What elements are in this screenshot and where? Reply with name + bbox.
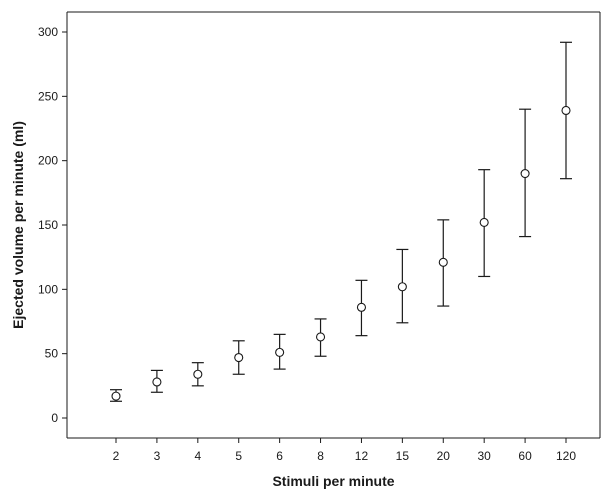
data-point: [438, 257, 448, 267]
data-series: [110, 41, 572, 402]
plot-area: [66, 11, 601, 439]
data-point-group: [191, 362, 204, 387]
x-tick-label: 20: [437, 449, 451, 463]
x-tick-label: 30: [478, 449, 492, 463]
data-point-group: [150, 369, 163, 393]
data-point-group: [273, 333, 286, 370]
data-point: [479, 217, 489, 227]
data-point-group: [437, 219, 450, 307]
y-tick-label: 0: [51, 411, 58, 425]
x-tick-label: 2: [113, 449, 120, 463]
data-point-group: [314, 318, 327, 357]
x-tick-label: 4: [194, 449, 201, 463]
data-point: [152, 377, 162, 387]
x-axis-ticks: 2 3 4 5 6 8 12 15 20 30 60 120: [113, 438, 576, 463]
data-point: [561, 105, 571, 116]
data-point: [520, 168, 530, 179]
data-point-group: [560, 41, 572, 180]
data-point: [315, 332, 326, 342]
y-tick-label: 150: [38, 218, 58, 232]
data-point-group: [478, 169, 491, 278]
x-tick-label: 15: [396, 449, 410, 463]
y-axis-title: Ejected volume per minute (ml): [10, 121, 26, 329]
x-axis-title: Stimuli per minute: [272, 473, 394, 489]
data-point: [111, 391, 121, 401]
data-point: [356, 302, 367, 312]
x-tick-label: 60: [518, 449, 532, 463]
y-axis-ticks: 0 50 100 150 200 250 300: [38, 25, 67, 425]
y-tick-label: 100: [38, 282, 58, 296]
data-point: [275, 347, 285, 357]
x-tick-label: 5: [235, 449, 242, 463]
data-point-group: [355, 279, 368, 337]
y-tick-label: 250: [38, 89, 58, 103]
data-point: [234, 352, 244, 363]
x-tick-label: 120: [556, 449, 576, 463]
y-tick-label: 200: [38, 154, 58, 168]
data-point-group: [232, 340, 245, 375]
data-point-group: [396, 248, 409, 324]
data-point: [397, 282, 407, 292]
data-point: [193, 369, 203, 379]
data-point-group: [110, 389, 122, 402]
y-tick-label: 50: [45, 347, 59, 361]
x-tick-label: 6: [276, 449, 283, 463]
x-tick-label: 12: [355, 449, 369, 463]
x-tick-label: 8: [317, 449, 324, 463]
y-tick-label: 300: [38, 25, 58, 39]
x-tick-label: 3: [154, 449, 161, 463]
data-point-group: [519, 108, 532, 238]
